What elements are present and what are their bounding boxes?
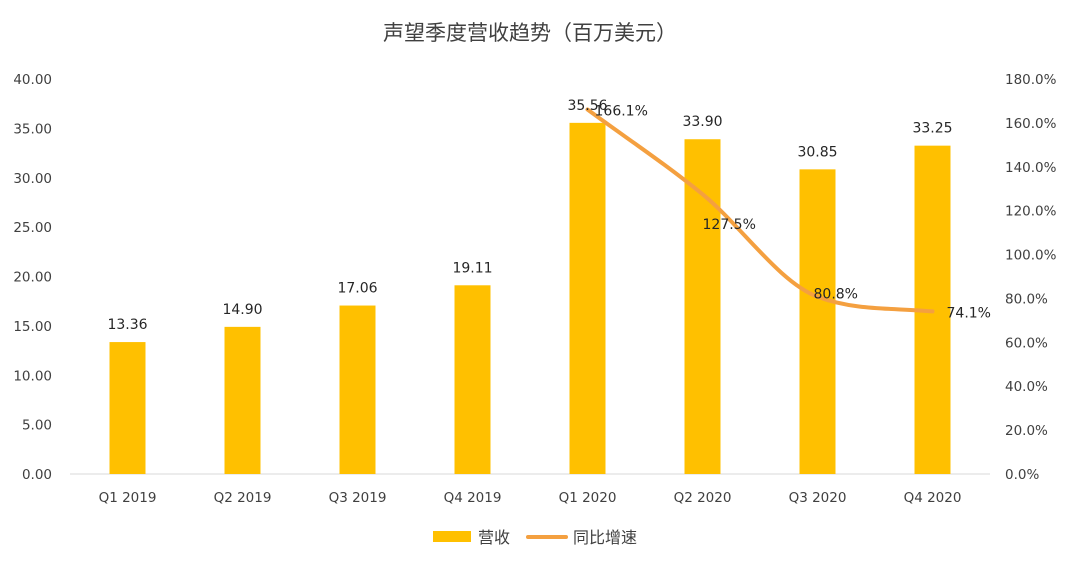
bar: [799, 169, 836, 474]
y-left-tick-label: 35.00: [13, 121, 52, 137]
legend: 营收 同比增速: [433, 528, 637, 547]
y-left-tick-label: 10.00: [13, 368, 52, 384]
line-data-label: 166.1%: [595, 104, 648, 120]
x-tick-label: Q1 2020: [559, 490, 617, 506]
x-tick-label: Q4 2020: [904, 490, 962, 506]
y-left-tick-label: 20.00: [13, 270, 52, 286]
line-data-label: 74.1%: [947, 305, 991, 321]
y-right-tick-label: 160.0%: [1005, 116, 1057, 132]
y-right-tick-label: 0.0%: [1005, 467, 1039, 483]
x-tick-label: Q2 2020: [674, 490, 732, 506]
axes-group: 0.00 5.00 10.00 15.00 20.00 25.00 30.00 35.00 40…: [13, 72, 1056, 506]
y-left-tick-label: 40.00: [13, 72, 52, 88]
bars-group: [109, 122, 951, 475]
x-tick-label: Q3 2019: [329, 490, 387, 506]
line-data-label: 80.8%: [814, 287, 858, 303]
data-labels-group: 13.36 14.90 17.06 19.11 35.56 33.90 30.85 33.25…: [107, 98, 991, 333]
line-data-label: 127.5%: [703, 217, 756, 233]
y-right-tick-label: 20.0%: [1005, 423, 1048, 439]
chart-title: 声望季度营收趋势（百万美元）: [383, 21, 677, 45]
y-right-tick-label: 40.0%: [1005, 379, 1048, 395]
bar-data-label: 14.90: [222, 302, 262, 318]
bar: [454, 285, 491, 474]
x-tick-label: Q3 2020: [789, 490, 847, 506]
y-right-tick-label: 80.0%: [1005, 291, 1048, 307]
bar-data-label: 33.90: [682, 114, 722, 130]
y-left-tick-label: 5.00: [22, 418, 52, 434]
y-right-tick-label: 140.0%: [1005, 160, 1057, 176]
x-tick-label: Q1 2019: [99, 490, 157, 506]
x-tick-label: Q2 2019: [214, 490, 272, 506]
y-left-tick-label: 15.00: [13, 319, 52, 335]
y-left-tick-label: 30.00: [13, 171, 52, 187]
yoy-growth-line: [585, 107, 935, 314]
line-group: [585, 107, 935, 314]
y-right-tick-label: 180.0%: [1005, 72, 1057, 88]
bar: [224, 326, 261, 474]
bar-data-label: 30.85: [797, 144, 837, 160]
bar: [569, 122, 606, 474]
bar-data-label: 19.11: [452, 260, 492, 276]
bar-data-label: 33.25: [912, 121, 952, 137]
y-right-tick-label: 100.0%: [1005, 248, 1057, 264]
bar-data-label: 17.06: [337, 281, 377, 297]
legend-label-revenue: 营收: [478, 528, 510, 547]
y-left-tick-label: 0.00: [22, 467, 52, 483]
y-right-tick-label: 60.0%: [1005, 335, 1048, 351]
bar: [684, 139, 721, 475]
bar: [109, 342, 146, 474]
bar-data-label: 13.36: [107, 317, 147, 333]
x-tick-label: Q4 2019: [444, 490, 502, 506]
y-left-tick-label: 25.00: [13, 220, 52, 236]
legend-label-yoy: 同比增速: [573, 528, 637, 547]
bar: [339, 305, 376, 474]
y-right-tick-label: 120.0%: [1005, 204, 1057, 220]
legend-swatch-revenue: [433, 531, 471, 542]
bar-data-label: 35.56: [567, 98, 607, 114]
